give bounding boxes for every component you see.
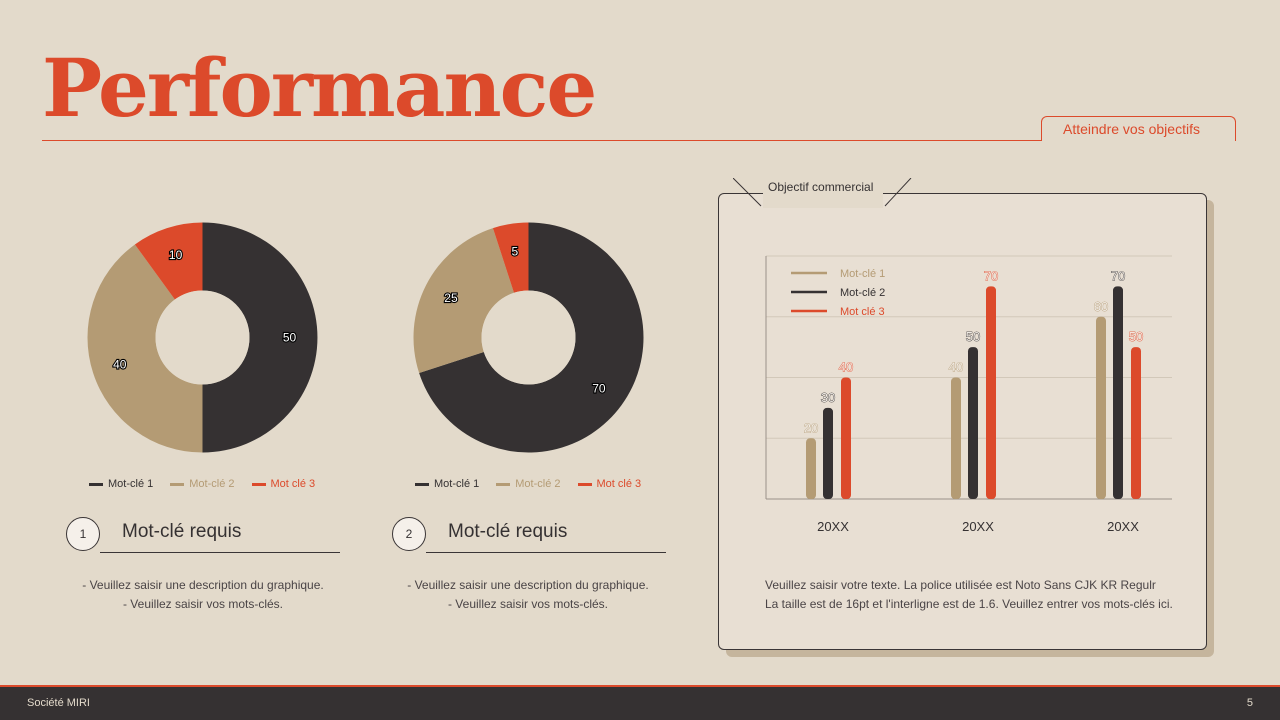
bar-chart: 20 40 60 30 50 70 40 70 50 20XX 20XX 20XX Mot-clé 1 M… (765, 255, 1172, 534)
donut-slice-3 (134, 222, 203, 300)
bar (823, 407, 833, 499)
description-line: - Veuillez saisir une description du gra… (82, 578, 324, 592)
legend-item-2: Mot-clé 2 (170, 478, 235, 490)
donut-slice-3 (492, 222, 529, 293)
legend-label: Mot-clé 1 (840, 268, 885, 280)
x-tick-label: 20XX (1107, 519, 1139, 534)
bar (986, 286, 996, 499)
bar-data-label: 20 (804, 420, 818, 435)
section-number-2: 2 (392, 517, 426, 551)
legend-item-1: Mot-clé 1 (415, 478, 479, 490)
donut-chart-1: 50 40 10 (87, 222, 318, 453)
bar-data-label: 70 (984, 268, 998, 283)
section-heading-2: Mot-clé requis (448, 521, 568, 542)
legend-label: Mot-clé 1 (434, 478, 480, 490)
donut-slice-2 (413, 228, 514, 374)
donut-chart-2: 70 25 5 (413, 222, 644, 453)
title-divider (42, 140, 1042, 141)
bar (968, 347, 978, 499)
donut-slice-1 (419, 222, 644, 453)
section-divider-1 (100, 552, 340, 553)
section-heading-1: Mot-clé requis (122, 521, 242, 542)
legend-label: Mot clé 3 (840, 306, 885, 318)
card-label: Objectif commercial (768, 180, 874, 194)
x-tick-label: 20XX (817, 519, 849, 534)
donut-data-label: 10 (169, 248, 183, 262)
bar (1131, 347, 1141, 499)
legend-swatch (577, 482, 592, 486)
footer-company: Société MIRI (27, 697, 90, 709)
card-text: Veuillez saisir votre texte. La police u… (765, 576, 1185, 614)
legend-swatch (415, 482, 429, 486)
legend-label: Mot-clé 2 (189, 478, 235, 490)
legend-label: Mot-clé 2 (840, 287, 885, 299)
legend-item-3: Mot clé 3 (577, 478, 642, 490)
legend-label: Mot clé 3 (270, 478, 316, 490)
donut-data-label: 25 (444, 291, 458, 305)
footer: Société MIRI 5 (0, 685, 1280, 720)
donut-data-label: 40 (113, 357, 127, 371)
legend-swatch (251, 482, 266, 486)
bar-data-label: 40 (839, 360, 853, 375)
card-text-line: Veuillez saisir votre texte. La police u… (765, 578, 1156, 592)
page-title: Performance (42, 41, 597, 135)
donut-hole (481, 290, 576, 385)
donut-data-label: 70 (592, 382, 606, 396)
description-line: - Veuillez saisir vos mots-clés. (447, 597, 609, 611)
bar (1096, 316, 1106, 499)
legend-item-2: Mot-clé 2 (496, 478, 561, 490)
card-tab-notch (733, 178, 912, 208)
legend-item-1: Mot-clé 1 (89, 478, 153, 490)
legend-label: Mot clé 3 (596, 478, 642, 490)
legend-label: Mot-clé 2 (515, 478, 561, 490)
section-description-1: - Veuillez saisir une description du gra… (63, 576, 343, 614)
description-line: - Veuillez saisir une description du gra… (407, 578, 649, 592)
page-number: 5 (1246, 697, 1253, 709)
bar (806, 438, 816, 499)
legend-item-3: Mot clé 3 (251, 478, 316, 490)
donut-data-label: 50 (283, 331, 297, 345)
bar-data-label: 50 (1129, 329, 1143, 344)
bar (1113, 286, 1123, 499)
bar-data-label: 70 (1111, 268, 1125, 283)
donut-slice-2 (87, 244, 203, 453)
legend-swatch (89, 482, 103, 486)
bar (951, 377, 961, 499)
legend-label: Mot-clé 1 (108, 478, 154, 490)
card-text-line: La taille est de 16pt et l'interligne es… (765, 597, 1173, 611)
donut-data-label: 5 (512, 245, 519, 259)
donut-hole (155, 290, 250, 385)
bar (841, 377, 851, 499)
legend-swatch (170, 482, 185, 486)
subtitle-tab: Atteindre vos objectifs (1041, 116, 1236, 141)
x-tick-label: 20XX (962, 519, 994, 534)
section-description-2: - Veuillez saisir une description du gra… (388, 576, 668, 614)
donut-2-legend: Mot-clé 1 Mot-clé 2 Mot clé 3 (415, 478, 641, 490)
section-divider-2 (426, 552, 666, 553)
sales-objective-card (718, 193, 1207, 650)
donut-1-legend: Mot-clé 1 Mot-clé 2 Mot clé 3 (89, 478, 315, 490)
description-line: - Veuillez saisir vos mots-clés. (122, 597, 284, 611)
section-number-1: 1 (66, 517, 100, 551)
donut-slice-1 (202, 222, 318, 453)
bar-data-label: 40 (949, 360, 963, 375)
bar-data-label: 30 (821, 390, 835, 405)
bar-data-label: 50 (966, 329, 980, 344)
bar-data-label: 60 (1094, 299, 1108, 314)
legend-swatch (496, 482, 511, 486)
